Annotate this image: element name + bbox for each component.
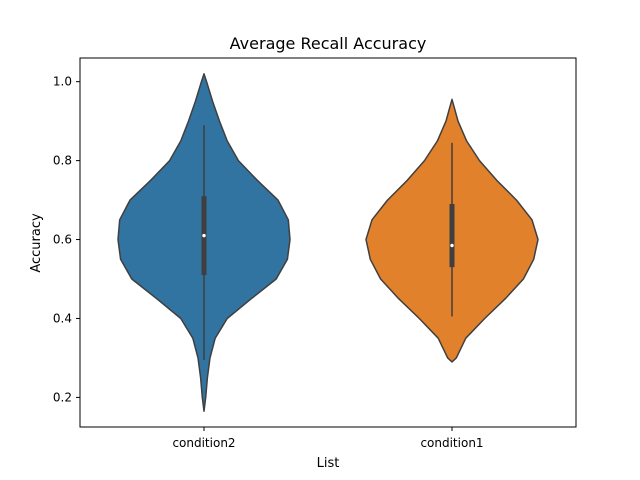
plot-frame xyxy=(79,57,577,428)
x-tick-label-condition2: condition2 xyxy=(172,436,235,450)
y-tick-label: 0.6 xyxy=(53,233,72,247)
y-tick-label: 0.2 xyxy=(53,390,72,404)
y-tick-label: 0.8 xyxy=(53,154,72,168)
y-tick-label: 0.4 xyxy=(53,311,72,325)
y-axis: 0.2 0.4 0.6 0.8 1.0 xyxy=(53,75,80,404)
chart-title: Average Recall Accuracy xyxy=(230,34,427,53)
median-marker-condition2 xyxy=(202,233,206,238)
x-tick-label-condition1: condition1 xyxy=(420,436,483,450)
x-axis-label: List xyxy=(317,456,340,471)
y-tick-label: 1.0 xyxy=(53,75,72,89)
x-axis: condition2 condition1 xyxy=(172,427,484,450)
violins-layer xyxy=(117,73,539,412)
y-axis-label: Accuracy xyxy=(29,213,44,273)
median-marker-condition1 xyxy=(450,243,454,248)
iqr-box-condition1 xyxy=(449,204,455,268)
